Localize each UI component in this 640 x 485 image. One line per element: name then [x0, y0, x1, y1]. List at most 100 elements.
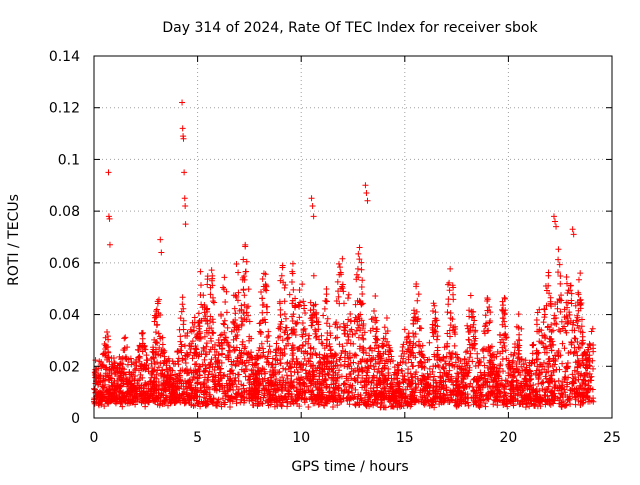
data-point — [403, 398, 410, 405]
chart-title: Day 314 of 2024, Rate Of TEC Index for r… — [162, 20, 538, 36]
data-point — [232, 310, 239, 317]
data-point — [170, 360, 177, 367]
data-point — [341, 358, 348, 365]
data-point — [555, 352, 562, 359]
data-point — [383, 315, 390, 322]
data-point — [358, 397, 365, 404]
data-point — [434, 351, 441, 358]
data-point — [464, 322, 471, 329]
data-point — [101, 403, 108, 410]
data-point — [310, 391, 317, 398]
data-point — [431, 373, 438, 380]
data-point — [379, 385, 386, 392]
data-point — [209, 330, 216, 337]
data-point-outlier — [181, 169, 188, 176]
data-point — [215, 352, 222, 359]
data-point — [239, 393, 246, 400]
data-point — [228, 328, 235, 335]
data-point — [254, 390, 261, 397]
data-point — [263, 359, 270, 366]
data-point — [475, 387, 482, 394]
data-point — [573, 317, 580, 324]
data-point — [92, 389, 99, 396]
data-point — [555, 269, 562, 276]
data-point — [528, 359, 535, 366]
data-point — [178, 343, 185, 350]
data-point — [320, 312, 327, 319]
data-point — [268, 371, 275, 378]
data-point — [579, 352, 586, 359]
data-point — [268, 379, 275, 386]
data-point — [514, 355, 521, 362]
data-point — [545, 361, 552, 368]
data-point — [412, 387, 419, 394]
data-point — [143, 357, 150, 364]
data-point — [568, 290, 575, 297]
data-point — [270, 385, 277, 392]
data-point — [375, 365, 382, 372]
data-point — [234, 297, 241, 304]
data-point — [340, 300, 347, 307]
data-point — [470, 342, 477, 349]
data-point — [156, 344, 163, 351]
data-point — [555, 256, 562, 263]
data-point — [405, 330, 412, 337]
data-point — [480, 348, 487, 355]
data-point — [149, 368, 156, 375]
data-point — [465, 358, 472, 365]
data-point — [312, 310, 319, 317]
data-point — [552, 382, 559, 389]
data-point — [416, 359, 423, 366]
data-point — [551, 378, 558, 385]
data-point — [219, 395, 226, 402]
data-point — [307, 315, 314, 322]
data-point — [155, 330, 162, 337]
data-point — [114, 377, 121, 384]
data-point-outlier — [105, 169, 112, 176]
data-point — [310, 345, 317, 352]
data-point — [415, 291, 422, 298]
data-point — [178, 349, 185, 356]
data-point — [457, 357, 464, 364]
data-point — [426, 388, 433, 395]
data-point — [488, 376, 495, 383]
data-point — [558, 404, 565, 411]
data-point — [232, 292, 239, 299]
data-point — [121, 392, 128, 399]
data-point — [321, 305, 328, 312]
data-point — [487, 344, 494, 351]
data-point — [193, 393, 200, 400]
data-point — [103, 387, 110, 394]
data-point — [347, 395, 354, 402]
data-point — [577, 270, 584, 277]
data-point — [489, 351, 496, 358]
data-point — [290, 311, 297, 318]
data-point — [95, 400, 102, 407]
data-point — [497, 381, 504, 388]
data-point — [515, 324, 522, 331]
data-point — [339, 255, 346, 262]
data-point — [349, 331, 356, 338]
data-point — [246, 397, 253, 404]
data-point — [569, 371, 576, 378]
data-point — [226, 397, 233, 404]
data-point — [459, 373, 466, 380]
data-point — [302, 367, 309, 374]
data-point — [355, 401, 362, 408]
data-point — [155, 378, 162, 385]
data-point — [299, 320, 306, 327]
data-point — [540, 359, 547, 366]
data-point — [238, 390, 245, 397]
data-point — [351, 401, 358, 408]
data-point — [510, 357, 517, 364]
data-point — [280, 365, 287, 372]
data-point — [289, 317, 296, 324]
data-point — [142, 366, 149, 373]
data-point — [96, 358, 103, 365]
data-point — [499, 399, 506, 406]
data-point — [502, 347, 509, 354]
data-point — [578, 323, 585, 330]
data-point — [572, 401, 579, 408]
data-point — [281, 310, 288, 317]
data-point — [446, 279, 453, 286]
